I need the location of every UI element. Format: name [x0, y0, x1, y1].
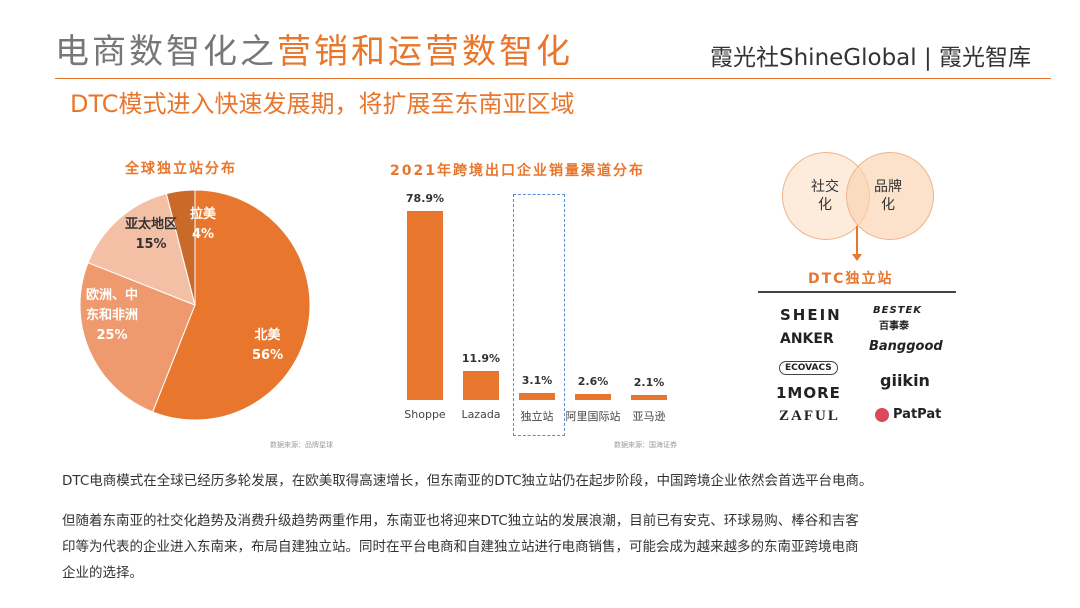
- pie-label-north-america: 北美 56%: [252, 326, 283, 366]
- venn-right-line2: 化: [881, 197, 895, 213]
- logo-zaful: ZAFUL: [779, 408, 840, 424]
- pie-label-emea: 欧洲、中 东和非洲 25%: [86, 286, 138, 346]
- subtitle: DTC模式进入快速发展期，将扩展至东南亚区域: [70, 90, 575, 118]
- venn-left-line1: 社交: [811, 179, 839, 195]
- venn-circle-right: [846, 152, 934, 240]
- logo-bestek: BESTEK: [873, 305, 923, 316]
- logo-patpat: PatPat: [893, 407, 942, 422]
- title-plain: 电商数智化之: [55, 32, 277, 72]
- pie-label-pct: 25%: [96, 328, 128, 343]
- bar-chart: 78.9% Shoppe 11.9% Lazada 3.1% 独立站 2.6% 阿里国际站 2.…: [395, 185, 695, 423]
- paragraph-2-line3: 企业的选择。: [62, 565, 143, 581]
- pie-label-name: 拉美: [190, 207, 217, 222]
- pie-label-pct: 56%: [252, 348, 284, 363]
- pie-label-name-2: 东和非洲: [86, 308, 139, 323]
- patpat-logo-icon: [875, 408, 889, 422]
- bar-3: [575, 393, 611, 400]
- title-accent: 营销和运营数智化: [277, 32, 573, 72]
- pie-label-name: 北美: [254, 328, 281, 343]
- dtc-divider: [758, 291, 956, 293]
- pie-slice-emea: [79, 262, 196, 413]
- header-divider: [55, 78, 1051, 79]
- logo-shein: SHEIN: [780, 306, 842, 324]
- pie-slice-latam: [165, 189, 196, 306]
- bar-0: [407, 211, 443, 400]
- bar-value-label: 3.1%: [521, 373, 553, 387]
- paragraph-1: DTC电商模式在全球已经历多轮发展，在欧美取得高速增长，但东南亚的DTC独立站仍…: [62, 473, 873, 489]
- bar-category-label: Shoppe: [404, 408, 446, 421]
- bar-category-label: 阿里国际站: [565, 410, 621, 423]
- pie-chart: [79, 189, 311, 421]
- logo-anker: ANKER: [780, 331, 834, 347]
- pie-slice-apac: [87, 193, 196, 306]
- paragraph-2-line2: 印等为代表的企业进入东南来，布局自建独立站。同时在平台电商和自建独立站进行电商销…: [62, 539, 859, 555]
- bar-2: [519, 392, 555, 400]
- bar-value-label: 2.6%: [577, 374, 609, 388]
- venn-left-line2: 化: [818, 197, 832, 213]
- pie-label-pct: 4%: [191, 227, 215, 242]
- bar-category-label: Lazada: [461, 408, 501, 421]
- pie-chart-title: 全球独立站分布: [125, 161, 237, 177]
- logo-bestek-cn: 百事泰: [879, 321, 909, 332]
- pie-label-apac: 亚太地区 15%: [125, 215, 177, 255]
- logo-giikin: giikin: [880, 371, 930, 390]
- logo-1more: 1MORE: [776, 384, 841, 402]
- paragraph-2-line1: 但随着东南亚的社交化趋势及消费升级趋势两重作用，东南亚也将迎来DTC独立站的发展…: [62, 513, 859, 529]
- logo-banggood: Banggood: [869, 339, 943, 354]
- pie-label-name: 亚太地区: [125, 217, 178, 232]
- bar-4: [631, 394, 667, 400]
- arrow-line: [856, 226, 858, 256]
- pie-label-name: 欧洲、中: [86, 288, 139, 303]
- bar-value-label: 11.9%: [461, 352, 501, 366]
- pie-label-latam: 拉美 4%: [190, 205, 216, 245]
- brand-name: 霞光社ShineGlobal | 霞光智库: [710, 45, 1032, 71]
- bar-1: [463, 371, 499, 400]
- venn-right-label: 品牌 化: [866, 178, 910, 214]
- bar-value-label: 78.9%: [405, 192, 445, 205]
- venn-left-label: 社交 化: [803, 178, 847, 214]
- venn-right-line1: 品牌: [874, 179, 902, 195]
- pie-label-pct: 15%: [135, 237, 167, 252]
- bar-chart-title: 2021年跨境出口企业销量渠道分布: [390, 163, 645, 179]
- logo-ecovacs: ECOVACS: [779, 361, 838, 375]
- highlight-box: [513, 194, 565, 436]
- bar-category-label: 亚马逊: [632, 410, 666, 423]
- bar-source: 数据来源：国海证券: [614, 441, 677, 449]
- arrow-down-icon: [852, 254, 862, 261]
- pie-source: 数据来源：品牌星球: [270, 441, 333, 449]
- dtc-title: DTC独立站: [808, 271, 894, 287]
- bar-category-label: 独立站: [520, 410, 554, 423]
- pie-slices: [79, 189, 311, 421]
- page-title: 电商数智化之营销和运营数智化: [55, 24, 573, 73]
- pie-slice-north-america: [152, 189, 311, 421]
- bar-value-label: 2.1%: [633, 375, 665, 389]
